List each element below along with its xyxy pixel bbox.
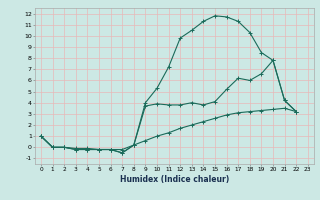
X-axis label: Humidex (Indice chaleur): Humidex (Indice chaleur) <box>120 175 229 184</box>
